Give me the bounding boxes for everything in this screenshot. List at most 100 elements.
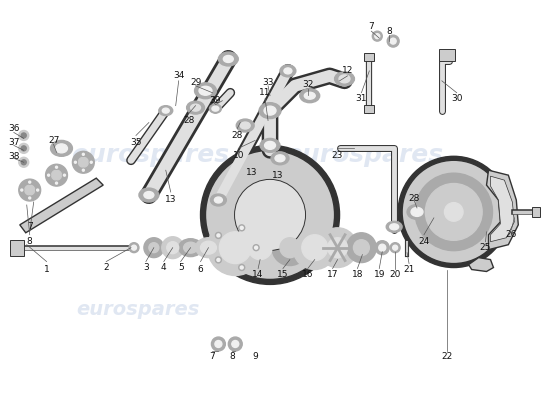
Text: 39: 39 <box>210 96 221 105</box>
Text: 6: 6 <box>197 265 204 274</box>
Text: eurospares: eurospares <box>285 143 443 167</box>
Ellipse shape <box>19 130 29 140</box>
Ellipse shape <box>248 236 272 260</box>
Ellipse shape <box>129 243 139 253</box>
Ellipse shape <box>90 161 92 163</box>
Ellipse shape <box>379 244 386 251</box>
Ellipse shape <box>21 133 26 138</box>
Ellipse shape <box>228 337 242 351</box>
Ellipse shape <box>21 189 23 191</box>
Ellipse shape <box>393 245 398 250</box>
Text: 11: 11 <box>259 88 271 97</box>
Polygon shape <box>487 170 518 250</box>
Ellipse shape <box>144 238 164 258</box>
Text: 3: 3 <box>143 263 149 272</box>
Ellipse shape <box>260 138 280 152</box>
Ellipse shape <box>275 155 285 162</box>
Ellipse shape <box>280 238 300 258</box>
Ellipse shape <box>82 169 84 171</box>
Text: 22: 22 <box>441 352 453 362</box>
Ellipse shape <box>375 34 379 39</box>
Text: 7: 7 <box>368 22 374 31</box>
Ellipse shape <box>21 146 26 151</box>
Ellipse shape <box>47 173 51 177</box>
Ellipse shape <box>89 160 94 164</box>
Ellipse shape <box>387 35 399 47</box>
Text: 15: 15 <box>277 270 289 279</box>
Ellipse shape <box>372 31 382 41</box>
Polygon shape <box>10 240 24 256</box>
Text: 12: 12 <box>342 66 353 76</box>
Ellipse shape <box>215 340 222 348</box>
Ellipse shape <box>444 203 463 221</box>
Ellipse shape <box>196 238 221 258</box>
Polygon shape <box>491 176 514 242</box>
Ellipse shape <box>302 235 328 260</box>
Ellipse shape <box>191 104 201 111</box>
Text: 2: 2 <box>103 263 109 272</box>
Ellipse shape <box>390 243 400 253</box>
Ellipse shape <box>195 83 216 99</box>
Ellipse shape <box>240 266 243 269</box>
Ellipse shape <box>436 194 472 230</box>
Polygon shape <box>364 53 375 61</box>
Ellipse shape <box>354 240 370 256</box>
Ellipse shape <box>217 234 220 237</box>
Ellipse shape <box>346 233 376 262</box>
Text: 5: 5 <box>178 263 184 272</box>
Ellipse shape <box>328 238 348 258</box>
Ellipse shape <box>56 144 68 153</box>
Ellipse shape <box>265 142 276 149</box>
Text: 1: 1 <box>43 265 50 274</box>
Ellipse shape <box>81 152 85 156</box>
Ellipse shape <box>162 237 184 258</box>
Text: 19: 19 <box>373 270 385 279</box>
Ellipse shape <box>36 188 40 192</box>
Circle shape <box>398 156 509 268</box>
Text: 13: 13 <box>246 168 258 177</box>
Circle shape <box>402 160 505 264</box>
Ellipse shape <box>334 72 354 86</box>
Ellipse shape <box>218 52 238 66</box>
Polygon shape <box>439 49 455 61</box>
Text: 36: 36 <box>8 124 20 133</box>
Circle shape <box>234 179 306 250</box>
Polygon shape <box>532 207 540 217</box>
Polygon shape <box>20 178 103 233</box>
Ellipse shape <box>390 224 399 230</box>
Text: 8: 8 <box>229 352 235 362</box>
Text: 25: 25 <box>480 243 491 252</box>
Ellipse shape <box>73 151 94 173</box>
Ellipse shape <box>54 165 58 169</box>
Ellipse shape <box>73 160 78 164</box>
Ellipse shape <box>390 38 396 44</box>
Ellipse shape <box>184 242 197 253</box>
Ellipse shape <box>210 104 221 113</box>
Text: 7: 7 <box>27 222 32 231</box>
Ellipse shape <box>272 230 308 266</box>
Ellipse shape <box>131 245 136 250</box>
Text: 8: 8 <box>27 237 32 246</box>
Ellipse shape <box>28 180 32 184</box>
Ellipse shape <box>264 106 276 115</box>
Ellipse shape <box>162 108 169 113</box>
Ellipse shape <box>415 173 492 251</box>
Polygon shape <box>469 258 493 272</box>
Text: 29: 29 <box>190 78 201 87</box>
Text: 35: 35 <box>130 138 142 147</box>
Ellipse shape <box>37 189 38 191</box>
Ellipse shape <box>216 257 222 263</box>
Text: 28: 28 <box>183 116 194 125</box>
Ellipse shape <box>28 196 32 200</box>
Ellipse shape <box>139 188 159 202</box>
Ellipse shape <box>375 241 389 255</box>
Ellipse shape <box>29 181 31 183</box>
Ellipse shape <box>199 86 212 95</box>
Ellipse shape <box>19 143 29 153</box>
Ellipse shape <box>216 232 222 238</box>
Ellipse shape <box>212 106 219 111</box>
Text: eurospares: eurospares <box>72 143 229 167</box>
Ellipse shape <box>56 166 58 168</box>
Text: 8: 8 <box>386 27 392 36</box>
Ellipse shape <box>235 223 285 272</box>
